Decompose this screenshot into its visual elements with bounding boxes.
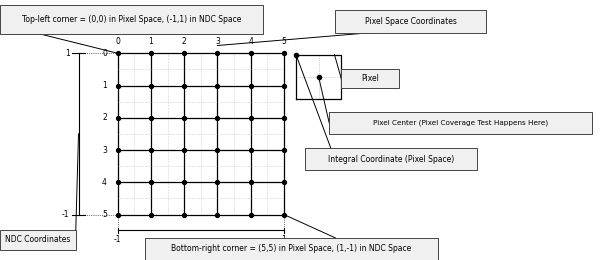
Text: Bottom-right corner = (5,5) in Pixel Space, (1,-1) in NDC Space: Bottom-right corner = (5,5) in Pixel Spa…	[172, 244, 411, 254]
Text: Pixel Center (Pixel Coverage Test Happens Here): Pixel Center (Pixel Coverage Test Happen…	[373, 120, 548, 126]
FancyBboxPatch shape	[335, 10, 486, 32]
FancyBboxPatch shape	[305, 148, 477, 170]
Text: 1: 1	[102, 81, 107, 90]
FancyBboxPatch shape	[0, 5, 263, 34]
Text: 2: 2	[102, 113, 107, 122]
Text: -1: -1	[62, 210, 69, 219]
Text: 1: 1	[281, 235, 286, 244]
Text: 3: 3	[215, 37, 220, 46]
FancyBboxPatch shape	[329, 112, 592, 134]
Text: Pixel Space Coordinates: Pixel Space Coordinates	[365, 17, 457, 26]
Text: 5: 5	[281, 37, 286, 46]
Text: 5: 5	[102, 210, 107, 219]
Text: 2: 2	[182, 37, 187, 46]
Text: 0: 0	[115, 37, 120, 46]
Text: Top-left corner = (0,0) in Pixel Space, (-1,1) in NDC Space: Top-left corner = (0,0) in Pixel Space, …	[22, 15, 241, 24]
FancyBboxPatch shape	[341, 69, 399, 88]
Text: Pixel: Pixel	[361, 74, 379, 83]
FancyBboxPatch shape	[0, 230, 76, 250]
Text: NDC Coordinates: NDC Coordinates	[5, 235, 71, 244]
Text: -1: -1	[114, 235, 121, 244]
Text: 3: 3	[102, 146, 107, 154]
Text: 4: 4	[248, 37, 253, 46]
Text: 1: 1	[65, 49, 69, 58]
Text: 4: 4	[102, 178, 107, 187]
Text: Integral Coordinate (Pixel Space): Integral Coordinate (Pixel Space)	[328, 155, 454, 164]
Text: 0: 0	[102, 49, 107, 58]
FancyBboxPatch shape	[145, 238, 438, 260]
Text: 1: 1	[149, 37, 153, 46]
